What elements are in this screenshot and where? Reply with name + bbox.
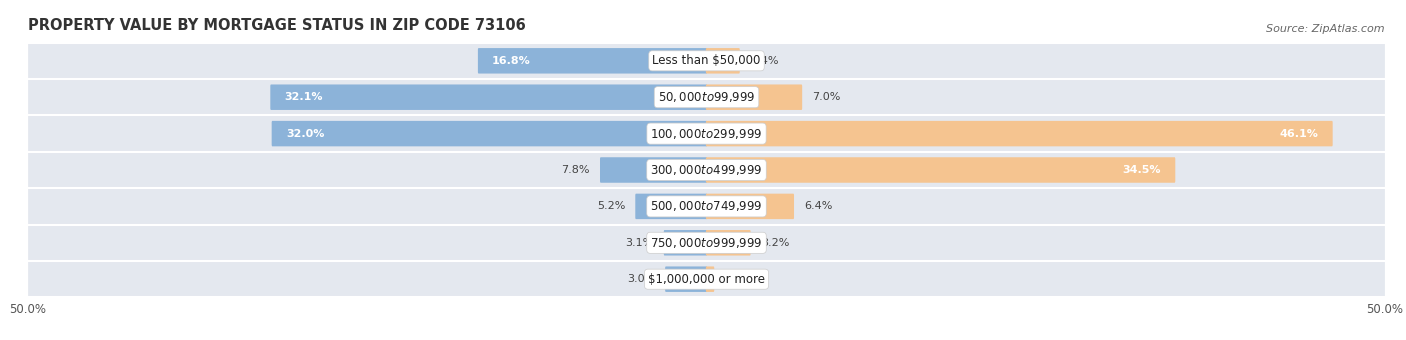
FancyBboxPatch shape [28,188,1385,225]
FancyBboxPatch shape [664,230,707,256]
Text: $300,000 to $499,999: $300,000 to $499,999 [651,163,762,177]
Text: 32.0%: 32.0% [285,129,325,139]
FancyBboxPatch shape [28,225,1385,261]
FancyBboxPatch shape [665,267,707,292]
Text: 34.5%: 34.5% [1122,165,1161,175]
Text: Source: ZipAtlas.com: Source: ZipAtlas.com [1267,24,1385,34]
Text: 7.8%: 7.8% [561,165,591,175]
Text: 3.1%: 3.1% [626,238,654,248]
FancyBboxPatch shape [706,194,794,219]
Text: 2.4%: 2.4% [749,56,779,66]
Text: 46.1%: 46.1% [1279,129,1319,139]
Text: 3.2%: 3.2% [761,238,789,248]
Text: $100,000 to $299,999: $100,000 to $299,999 [651,126,762,141]
Text: 5.2%: 5.2% [596,201,626,211]
Text: 7.0%: 7.0% [813,92,841,102]
FancyBboxPatch shape [28,152,1385,188]
FancyBboxPatch shape [271,121,707,146]
Text: $500,000 to $749,999: $500,000 to $749,999 [651,199,762,214]
FancyBboxPatch shape [28,79,1385,115]
FancyBboxPatch shape [600,157,707,183]
Text: 0.52%: 0.52% [724,274,759,284]
Text: 16.8%: 16.8% [492,56,531,66]
FancyBboxPatch shape [706,267,714,292]
Text: PROPERTY VALUE BY MORTGAGE STATUS IN ZIP CODE 73106: PROPERTY VALUE BY MORTGAGE STATUS IN ZIP… [28,18,526,33]
FancyBboxPatch shape [478,48,707,73]
Text: Less than $50,000: Less than $50,000 [652,54,761,67]
Text: 32.1%: 32.1% [284,92,323,102]
Text: $50,000 to $99,999: $50,000 to $99,999 [658,90,755,104]
FancyBboxPatch shape [270,84,707,110]
FancyBboxPatch shape [706,121,1333,146]
FancyBboxPatch shape [706,84,803,110]
Text: 3.0%: 3.0% [627,274,655,284]
FancyBboxPatch shape [28,261,1385,298]
FancyBboxPatch shape [28,115,1385,152]
Text: $750,000 to $999,999: $750,000 to $999,999 [651,236,762,250]
FancyBboxPatch shape [28,42,1385,79]
FancyBboxPatch shape [706,48,740,73]
FancyBboxPatch shape [706,157,1175,183]
FancyBboxPatch shape [706,230,751,256]
Text: 6.4%: 6.4% [804,201,832,211]
FancyBboxPatch shape [636,194,707,219]
Text: $1,000,000 or more: $1,000,000 or more [648,273,765,286]
